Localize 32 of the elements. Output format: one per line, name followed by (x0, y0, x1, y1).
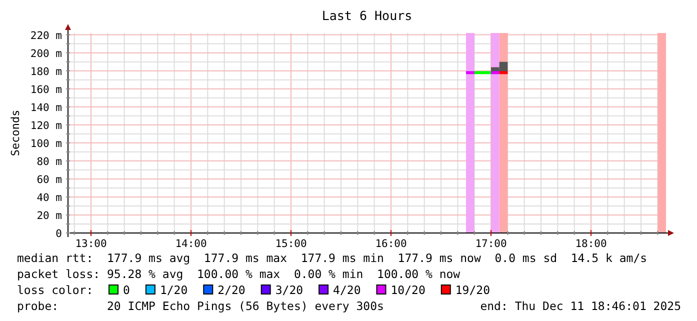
legend-title: loss color: (17, 283, 94, 297)
legend-label: 19/20 (455, 283, 490, 297)
legend-label: 0 (123, 283, 130, 297)
y-tick-label: 40 m (36, 192, 62, 204)
y-tick-label: 80 m (36, 156, 62, 168)
x-tick-label: 13:00 (75, 238, 107, 250)
y-tick-label: 160 m (30, 84, 62, 96)
x-tick-label: 15:00 (275, 238, 307, 250)
x-tick-label: 14:00 (175, 238, 207, 250)
x-tick-label: 16:00 (375, 238, 407, 250)
y-tick-label: 20 m (36, 210, 62, 222)
text: packet loss: 95.28 % avg 100.00 % max 0.00 % min 100.00 % now (17, 267, 460, 281)
text: median rtt: 177.9 ms avg 177.9 ms max 177.9 ms min 177.9 ms now 0.0 ms sd 14.5 k am/s (17, 251, 648, 265)
legend-label: 4/20 (333, 283, 361, 297)
y-tick-label: 220 m (30, 30, 62, 42)
legend-label: 3/20 (275, 283, 304, 297)
y-tick-label: 180 m (30, 66, 62, 78)
x-tick-label: 18:00 (575, 238, 607, 250)
text: probe: 20 ICMP Echo Pings (56 Bytes) every 300s (17, 299, 384, 313)
y-tick-label: 60 m (36, 174, 62, 186)
chart-title: Last 6 Hours (322, 8, 412, 23)
y-tick-label: 140 m (30, 102, 62, 114)
x-tick-label: 17:00 (475, 238, 507, 250)
y-tick-label: 100 m (30, 138, 62, 150)
y-tick-label: 0 (56, 228, 62, 240)
y-tick-label: 120 m (30, 120, 62, 132)
y-tick-label: 200 m (30, 48, 62, 60)
legend-label: 1/20 (160, 283, 188, 297)
text: end: Thu Dec 11 18:46:01 2025 (480, 299, 681, 313)
y-axis-title: Seconds (9, 110, 22, 156)
legend-label: 10/20 (390, 283, 426, 297)
legend-label: 2/20 (218, 283, 246, 297)
